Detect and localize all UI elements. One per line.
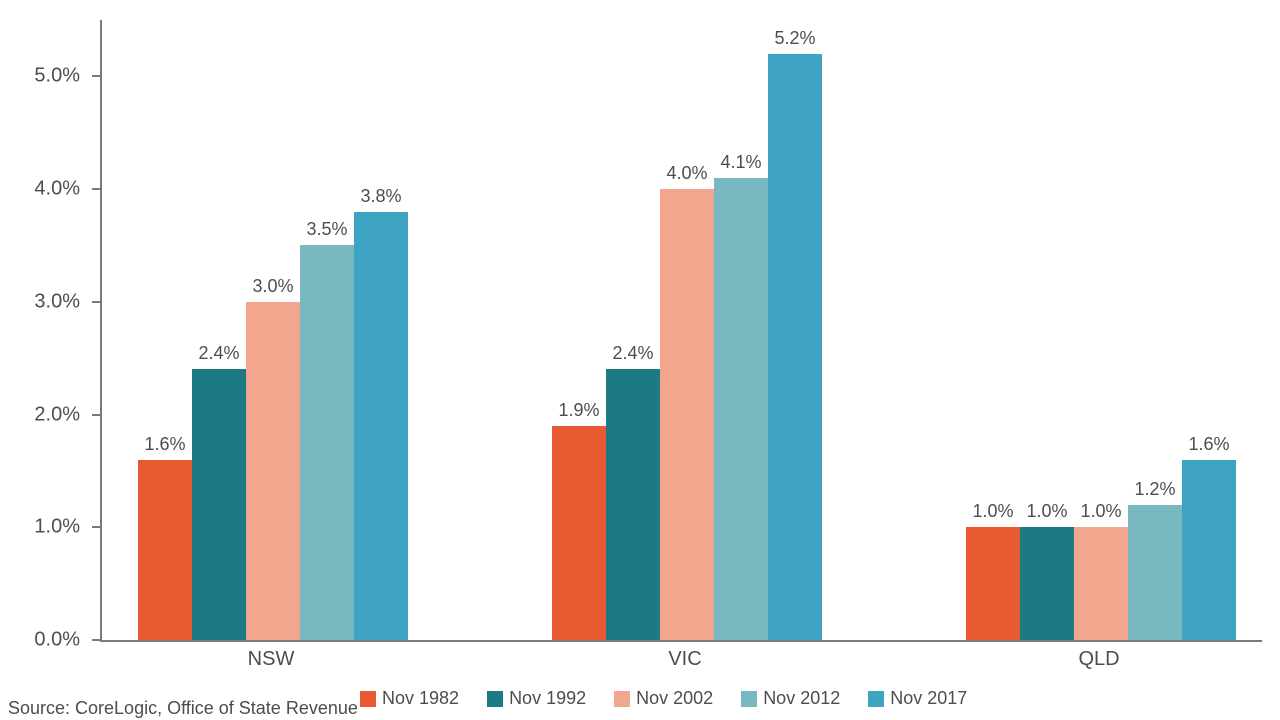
x-category-label: QLD: [1078, 648, 1119, 671]
bar-value-label: 3.5%: [306, 219, 347, 240]
y-tick-mark: [92, 75, 100, 77]
bar-value-label: 3.0%: [252, 276, 293, 297]
y-tick-label: 0.0%: [0, 629, 80, 652]
legend-label: Nov 2012: [763, 688, 840, 709]
bar-value-label: 2.4%: [612, 343, 653, 364]
legend-item: Nov 2017: [868, 688, 967, 709]
bar-value-label: 1.6%: [1188, 434, 1229, 455]
legend-swatch: [868, 691, 884, 707]
bar-group-vic: 1.9%2.4%4.0%4.1%5.2%: [552, 54, 822, 640]
bar: 4.0%: [660, 189, 714, 640]
legend-item: Nov 1982: [360, 688, 459, 709]
bar: 2.4%: [606, 369, 660, 640]
y-tick-label: 1.0%: [0, 516, 80, 539]
bar-value-label: 1.0%: [1026, 501, 1067, 522]
legend-swatch: [487, 691, 503, 707]
y-tick-label: 5.0%: [0, 65, 80, 88]
bar-value-label: 5.2%: [774, 28, 815, 49]
bar-group-nsw: 1.6%2.4%3.0%3.5%3.8%: [138, 212, 408, 640]
legend-label: Nov 2017: [890, 688, 967, 709]
bar-value-label: 3.8%: [360, 186, 401, 207]
bar-value-label: 1.6%: [144, 434, 185, 455]
bar-value-label: 1.9%: [558, 400, 599, 421]
bar-value-label: 2.4%: [198, 343, 239, 364]
y-tick-mark: [92, 639, 100, 641]
y-tick-label: 4.0%: [0, 178, 80, 201]
bar: 1.6%: [138, 460, 192, 640]
bar: 4.1%: [714, 178, 768, 640]
y-tick-label: 3.0%: [0, 290, 80, 313]
x-category-label: NSW: [248, 648, 295, 671]
y-tick-mark: [92, 526, 100, 528]
bar: 3.5%: [300, 245, 354, 640]
legend: Nov 1982 Nov 1992 Nov 2002 Nov 2012 Nov 2017: [360, 688, 967, 709]
legend-label: Nov 2002: [636, 688, 713, 709]
legend-swatch: [741, 691, 757, 707]
bar: 1.6%: [1182, 460, 1236, 640]
bar: 3.0%: [246, 302, 300, 640]
bar-value-label: 1.0%: [972, 501, 1013, 522]
y-tick-mark: [92, 301, 100, 303]
legend-item: Nov 2012: [741, 688, 840, 709]
legend-item: Nov 1992: [487, 688, 586, 709]
bar: 1.0%: [1074, 527, 1128, 640]
legend-label: Nov 1992: [509, 688, 586, 709]
bar-group-qld: 1.0%1.0%1.0%1.2%1.6%: [966, 460, 1236, 640]
bar-value-label: 1.2%: [1134, 479, 1175, 500]
bar-chart: 1.6%2.4%3.0%3.5%3.8%1.9%2.4%4.0%4.1%5.2%…: [0, 0, 1280, 720]
bar: 1.2%: [1128, 505, 1182, 640]
y-tick-label: 2.0%: [0, 403, 80, 426]
x-category-label: VIC: [668, 648, 701, 671]
plot-area: 1.6%2.4%3.0%3.5%3.8%1.9%2.4%4.0%4.1%5.2%…: [100, 20, 1262, 642]
legend-swatch: [360, 691, 376, 707]
legend-swatch: [614, 691, 630, 707]
bar: 3.8%: [354, 212, 408, 640]
bar-value-label: 1.0%: [1080, 501, 1121, 522]
bar: 1.0%: [966, 527, 1020, 640]
bar: 5.2%: [768, 54, 822, 640]
bar-value-label: 4.1%: [720, 152, 761, 173]
legend-item: Nov 2002: [614, 688, 713, 709]
bar: 1.9%: [552, 426, 606, 640]
source-text: Source: CoreLogic, Office of State Reven…: [8, 698, 358, 719]
bar-value-label: 4.0%: [666, 163, 707, 184]
y-tick-mark: [92, 414, 100, 416]
bar: 2.4%: [192, 369, 246, 640]
bar: 1.0%: [1020, 527, 1074, 640]
y-tick-mark: [92, 188, 100, 190]
legend-label: Nov 1982: [382, 688, 459, 709]
